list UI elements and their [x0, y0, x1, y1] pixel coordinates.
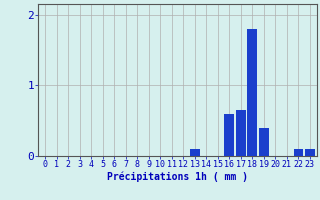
Bar — [259, 128, 269, 156]
Bar — [247, 29, 257, 156]
Bar — [293, 149, 303, 156]
X-axis label: Précipitations 1h ( mm ): Précipitations 1h ( mm ) — [107, 172, 248, 182]
Bar — [224, 114, 234, 156]
Bar — [236, 110, 246, 156]
Bar — [190, 149, 200, 156]
Bar — [305, 149, 315, 156]
